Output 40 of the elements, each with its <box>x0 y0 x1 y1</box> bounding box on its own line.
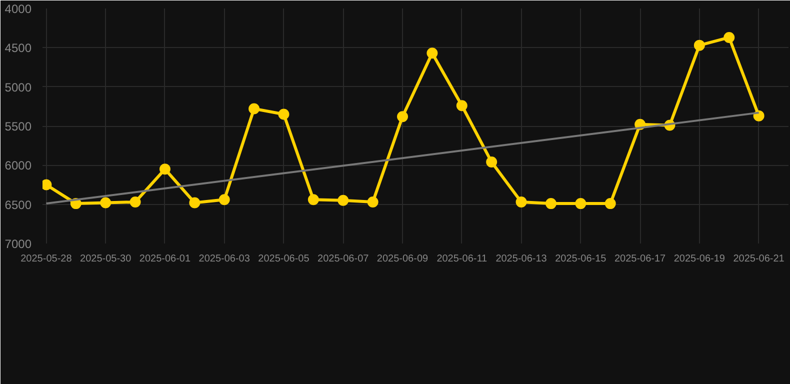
x-tick-label: 2025-06-21 <box>733 254 785 264</box>
y-tick-label: 6500 <box>4 198 32 212</box>
point <box>486 156 498 168</box>
point <box>278 108 290 120</box>
point <box>367 196 378 208</box>
point <box>724 32 735 43</box>
y-tick-label: 5000 <box>4 80 32 94</box>
x-tick-label: 2025-06-01 <box>139 254 191 264</box>
y-tick-label: 4500 <box>4 41 32 56</box>
point <box>604 198 616 210</box>
y-tick-label: 7000 <box>4 237 32 251</box>
x-tick-label: 2025-06-09 <box>376 254 429 264</box>
x-tick-label: 2025-06-11 <box>436 254 488 264</box>
point <box>694 40 705 51</box>
x-tick-label: 2025-06-17 <box>614 254 666 264</box>
x-tick-label: 2025-06-05 <box>258 254 310 264</box>
x-tick-label: 2025-06-19 <box>674 254 726 264</box>
point <box>130 196 141 208</box>
x-tick-label: 2025-05-30 <box>80 254 132 264</box>
point <box>248 103 260 114</box>
y-tick-label: 5500 <box>4 120 32 134</box>
x-tick-label: 2025-05-28 <box>20 254 72 264</box>
point <box>545 198 556 210</box>
y-tick-label: 6000 <box>4 158 32 173</box>
point <box>100 197 112 208</box>
point <box>426 48 438 59</box>
point <box>338 194 349 206</box>
point <box>308 194 319 206</box>
x-tick-label: 2025-06-13 <box>496 254 548 264</box>
x-tick-label: 2025-06-15 <box>555 254 607 264</box>
point <box>159 164 170 175</box>
point <box>516 196 527 208</box>
point <box>218 194 230 206</box>
point <box>575 198 586 210</box>
y-tick-label: 4000 <box>4 2 32 16</box>
point <box>456 100 468 112</box>
point <box>189 197 200 208</box>
x-tick-label: 2025-06-03 <box>198 254 250 264</box>
x-tick-label: 2025-06-07 <box>318 254 370 264</box>
point <box>397 111 408 122</box>
